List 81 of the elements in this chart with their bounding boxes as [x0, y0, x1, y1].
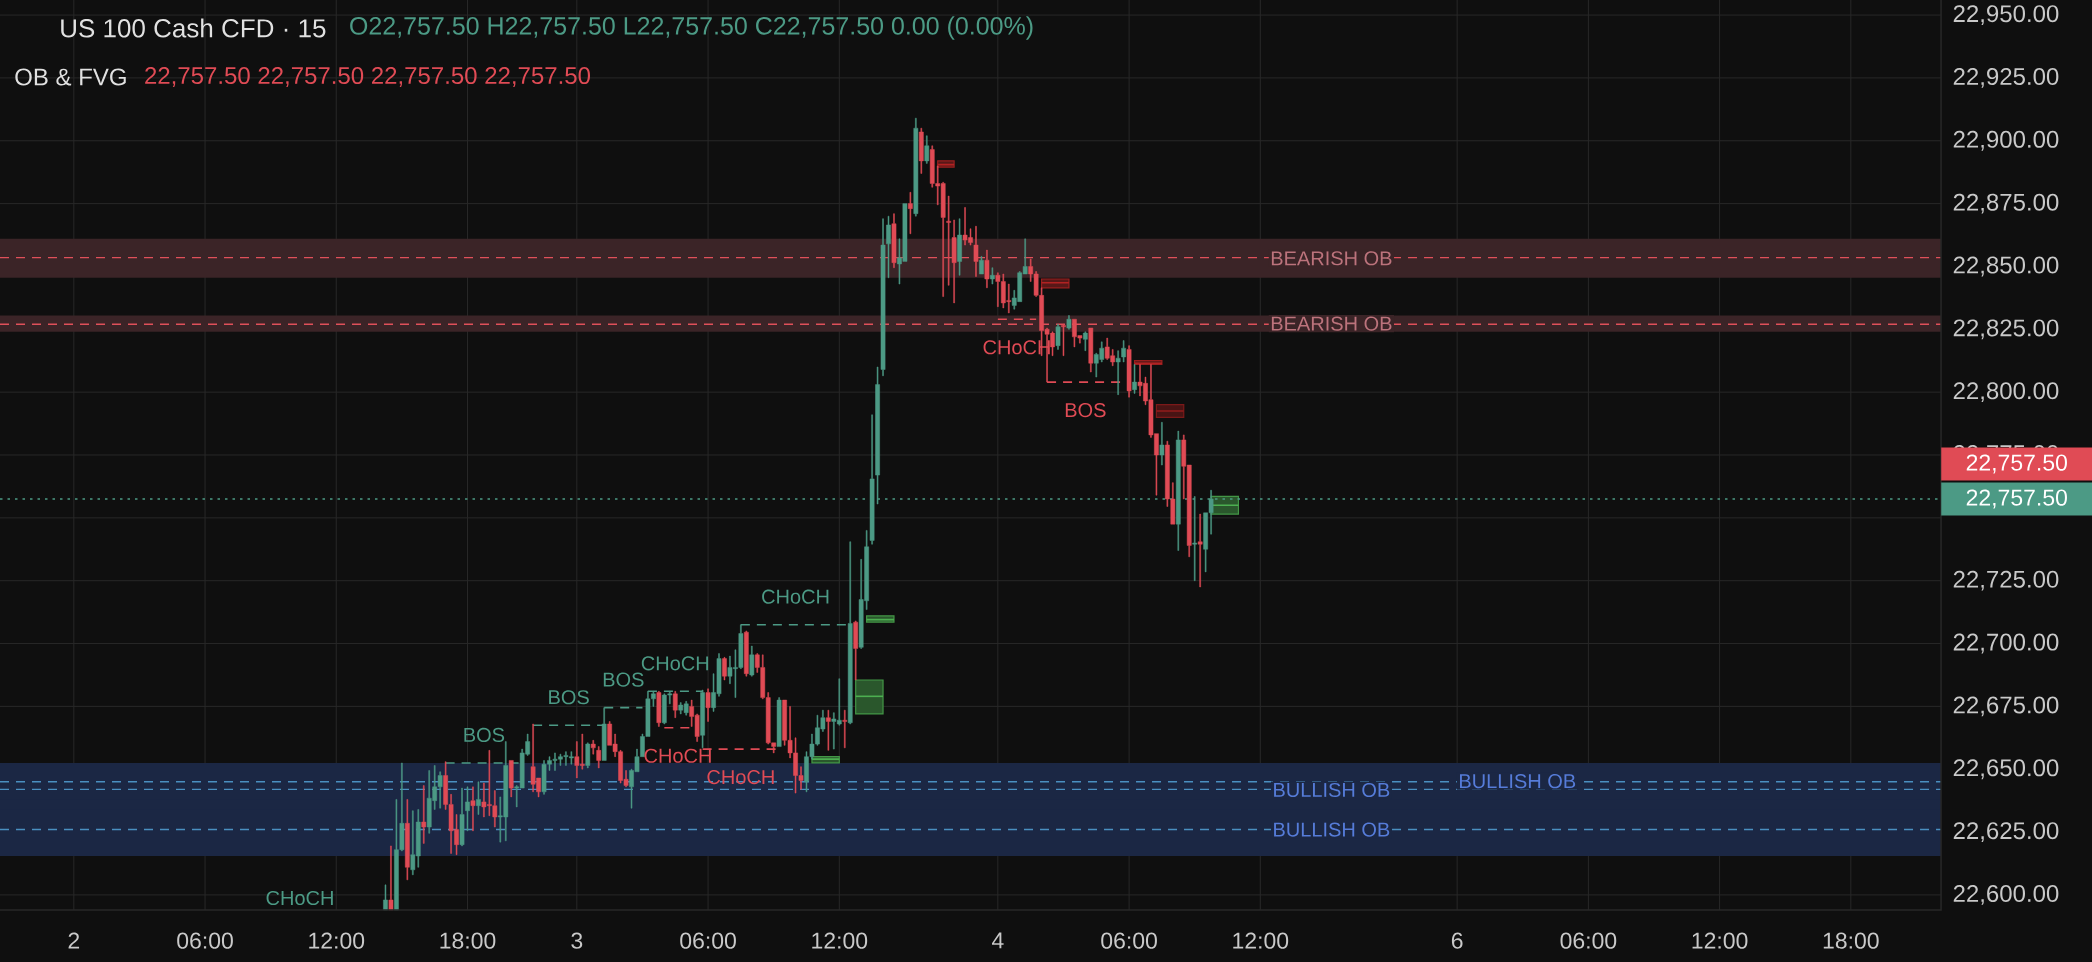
x-tick-label: 3: [571, 932, 583, 949]
x-tick-label: 12:00: [812, 932, 868, 949]
band-label: BULLISH OB: [1274, 822, 1390, 837]
candlestick: [990, 267, 995, 285]
candlestick: [1066, 315, 1072, 330]
candlestick: [1197, 513, 1203, 588]
candlestick: [1088, 327, 1094, 373]
x-tick-label: 18:00: [1823, 932, 1879, 949]
annotation: CHoCH: [266, 890, 333, 906]
x-tick-label: 12:00: [1692, 932, 1748, 949]
y-tick-label: 22,625.00: [1953, 822, 2059, 842]
x-tick-label: 06:00: [680, 932, 736, 949]
text: 22,757.50: [1966, 454, 2067, 474]
candlestick: [672, 691, 678, 718]
candlestick: [891, 213, 897, 268]
candlestick: [705, 688, 711, 722]
candlestick: [508, 760, 514, 798]
candlestick: [1055, 324, 1061, 350]
candlestick: [924, 135, 930, 164]
candlestick: [842, 709, 848, 749]
candlestick: [656, 691, 662, 727]
ref-line-label: 22,757.50: [1966, 489, 2067, 509]
x-tick-label: 12:00: [309, 932, 365, 949]
text: CHoCH: [641, 656, 709, 671]
series-label: BOS: [1065, 403, 1106, 418]
text: CHoCH: [707, 770, 774, 785]
candlestick: [776, 697, 782, 747]
x-tick-label: 06:00: [177, 932, 233, 949]
candlestick: [1126, 345, 1132, 398]
x-tick-label: 06:00: [1560, 932, 1617, 949]
y-tick-label: 22,900.00: [1953, 130, 2059, 151]
band-label: BEARISH OB: [1271, 316, 1392, 331]
y-tick-label: 22,950.00: [1953, 5, 2059, 25]
candlestick: [383, 884, 388, 911]
y-tick-label: 22,600.00: [1953, 885, 2059, 905]
text: O22,757.50 H22,757.50 L22,757.50 C22,757.50 0.00 (0.00%): [350, 16, 1033, 40]
x-tick-label: 2: [68, 932, 80, 949]
annotation: OB & FVG: [15, 68, 126, 86]
y-tick-label: 22,700.00: [1953, 633, 2059, 654]
band-label: BULLISH OB: [1460, 774, 1576, 789]
candlestick: [1175, 430, 1181, 551]
band-label: BEARISH OB: [1271, 251, 1392, 266]
text: US 100 Cash CFD · 15: [61, 18, 326, 38]
candlestick: [913, 117, 919, 217]
candlestick: [421, 785, 427, 844]
candlestick: [470, 786, 476, 832]
candlestick: [476, 781, 481, 815]
series-label: BOS: [549, 690, 589, 705]
candlestick: [908, 192, 913, 235]
y-tick-label: 22,850.00: [1953, 256, 2059, 277]
candlestick: [405, 799, 410, 881]
x-tick-label: 12:00: [1233, 932, 1289, 949]
candlestick: [957, 218, 962, 276]
y-tick-label: 22,925.00: [1953, 68, 2059, 88]
y-tick-label: 22,675.00: [1953, 696, 2059, 717]
x-tick-label: 06:00: [1101, 932, 1157, 949]
x-tick-label: 18:00: [440, 932, 496, 949]
candlestick: [918, 127, 924, 174]
candlestick: [979, 256, 984, 275]
series-label: CHoCH: [762, 589, 829, 604]
annotation: 22,757.50 22,757.50 22,757.50 22,757.50: [145, 67, 591, 87]
x-tick-label: 4: [991, 932, 1004, 949]
x-tick-label: 6: [1451, 932, 1463, 949]
series-label: CHoCH: [644, 748, 711, 763]
y-tick-label: 22,725.00: [1953, 570, 2059, 591]
candlestick: [1083, 331, 1088, 351]
candlestick: [388, 845, 394, 911]
y-tick-label: 22,825.00: [1953, 319, 2059, 340]
candlestick: [1159, 422, 1165, 466]
candlestick: [590, 740, 596, 755]
candlestick: [826, 709, 831, 751]
y-tick-label: 22,650.00: [1953, 759, 2059, 780]
candlestick: [596, 746, 602, 769]
text: BOS: [603, 672, 644, 687]
y-tick-label: 22,800.00: [1953, 382, 2059, 403]
y-tick-label: 22,875.00: [1953, 193, 2059, 214]
band-label: BULLISH OB: [1274, 782, 1390, 798]
candlestick: [585, 742, 591, 769]
series-label: BOS: [464, 727, 505, 743]
candlestick: [1132, 364, 1137, 394]
candlestick: [853, 620, 859, 681]
